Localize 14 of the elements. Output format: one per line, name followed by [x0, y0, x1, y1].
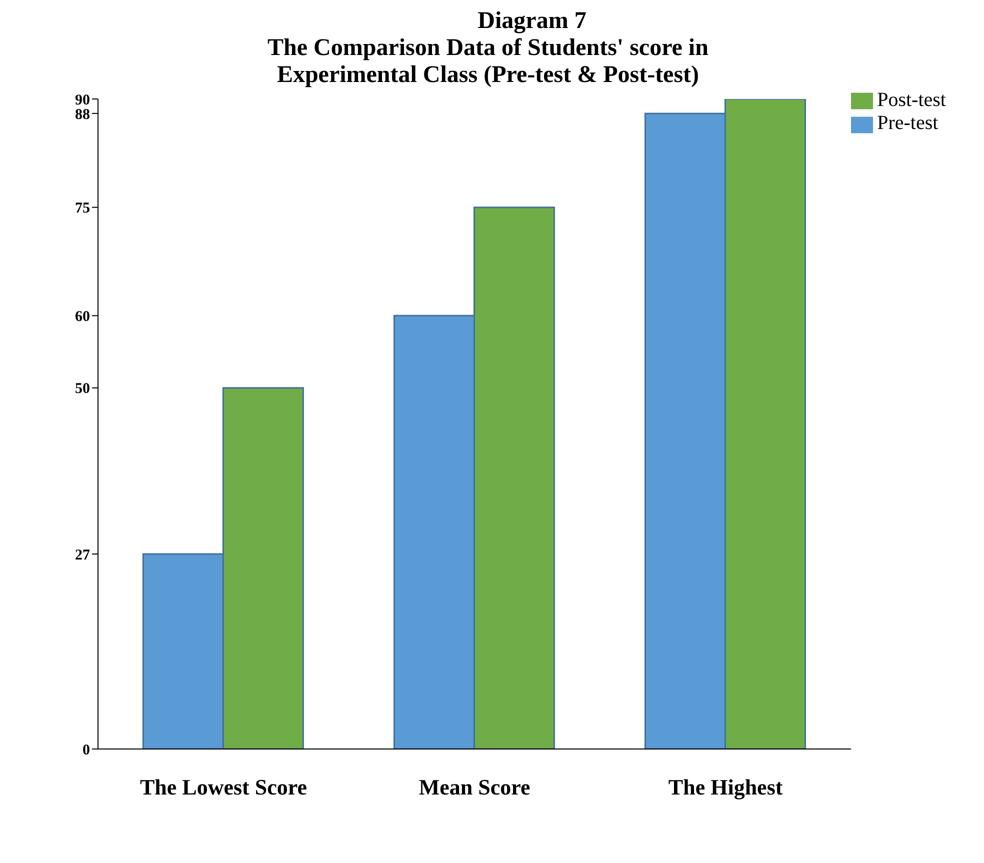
y-tick-label: 50 [75, 381, 90, 398]
legend-label: Post-test [877, 89, 946, 111]
legend-label: Pre-test [877, 112, 938, 134]
y-tick-label: 27 [75, 547, 90, 564]
y-tick-label: 88 [75, 106, 90, 123]
chart-title: Diagram 7 [476, 8, 588, 35]
chart-subtitle: The Comparison Data of Students' score in Experimental Class (Pre-test & Post-test) [266, 35, 710, 89]
y-tick-label: 75 [75, 200, 90, 217]
x-tick-label: Mean Score [418, 774, 530, 800]
y-tick-label: 90 [75, 92, 90, 108]
y-tick-label: 0 [82, 742, 90, 758]
x-tick-label: The Highest [668, 774, 784, 800]
x-tick-label: The Lowest Score [140, 774, 308, 800]
y-tick-label: 60 [75, 308, 90, 325]
